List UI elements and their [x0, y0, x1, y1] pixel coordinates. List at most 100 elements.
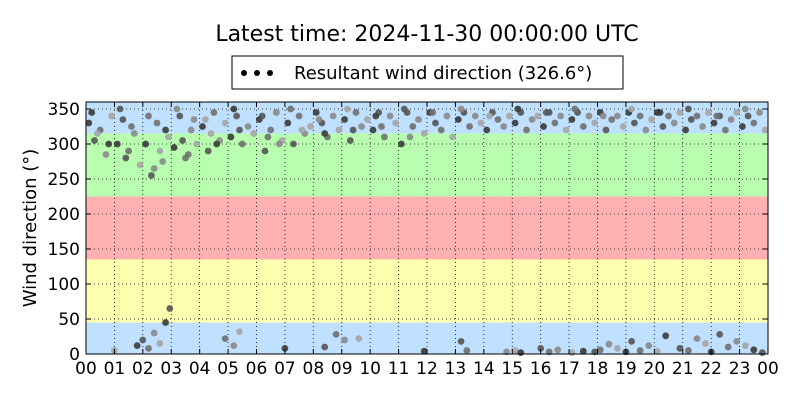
data-point: [579, 347, 587, 355]
data-point: [329, 112, 337, 120]
data-point: [170, 144, 178, 151]
data-point: [369, 126, 377, 134]
data-point: [298, 126, 306, 134]
data-point: [409, 123, 417, 130]
data-point: [486, 112, 493, 120]
data-point: [267, 126, 275, 134]
x-tick-label: 12: [416, 359, 438, 379]
data-point: [341, 116, 348, 123]
y-tick-label: 150: [48, 240, 80, 260]
data-point: [693, 335, 701, 342]
data-point: [557, 112, 564, 120]
y-tick-label: 300: [48, 135, 80, 155]
data-point: [429, 109, 437, 116]
data-point: [227, 133, 235, 141]
data-point: [551, 119, 559, 127]
data-point: [332, 331, 340, 338]
data-point: [534, 112, 542, 120]
data-point: [648, 116, 655, 123]
data-point: [471, 112, 479, 120]
data-point: [750, 119, 758, 127]
data-point: [139, 336, 147, 344]
data-point: [702, 340, 709, 347]
data-point: [420, 130, 428, 137]
x-tick-label: 08: [303, 359, 325, 379]
data-point: [432, 119, 439, 127]
data-point: [176, 112, 184, 120]
data-point: [88, 109, 96, 116]
data-point: [614, 345, 621, 352]
data-point: [233, 112, 241, 120]
x-tick-label: 14: [473, 359, 495, 379]
data-point: [685, 347, 692, 354]
x-tick-label: 05: [217, 359, 239, 379]
data-point: [287, 105, 294, 113]
data-point: [591, 119, 599, 127]
y-tick-label: 0: [69, 345, 80, 365]
data-point: [145, 112, 152, 120]
data-point: [148, 172, 155, 179]
data-point: [727, 116, 735, 123]
data-point: [716, 331, 724, 338]
data-point: [599, 112, 607, 120]
data-point: [704, 109, 712, 116]
data-point: [94, 130, 101, 137]
data-point: [528, 116, 536, 123]
data-point: [710, 119, 718, 127]
data-point: [685, 105, 692, 113]
data-point: [392, 119, 400, 127]
data-point: [585, 112, 593, 120]
data-point: [381, 133, 388, 141]
data-point: [91, 137, 98, 144]
data-point: [542, 109, 550, 116]
data-point: [722, 126, 729, 134]
direction-bands: [86, 102, 768, 354]
data-point: [108, 112, 115, 120]
x-tick-label: 07: [274, 359, 296, 379]
data-point: [312, 109, 320, 116]
data-points: [85, 105, 769, 356]
data-point: [687, 116, 695, 123]
data-point: [733, 109, 741, 116]
data-point: [258, 112, 266, 120]
x-tick-label: 23: [729, 359, 751, 379]
data-point: [150, 329, 158, 337]
data-point: [102, 151, 110, 158]
data-point: [642, 126, 650, 134]
data-point: [210, 109, 218, 116]
y-tick-label: 200: [48, 205, 80, 225]
data-point: [281, 345, 289, 352]
legend-label: Resultant wind direction (326.6°): [294, 63, 592, 84]
data-point: [378, 123, 385, 130]
data-point: [579, 123, 587, 130]
data-point: [645, 342, 653, 349]
y-axis-label: Wind direction (°): [20, 149, 41, 308]
y-tick-label: 100: [48, 275, 80, 295]
grid-lines: [86, 102, 768, 354]
data-point: [506, 112, 513, 120]
data-point: [540, 123, 547, 130]
data-point: [398, 140, 405, 148]
data-point: [344, 105, 351, 113]
x-tick-label: 22: [700, 359, 722, 379]
data-point: [562, 126, 570, 134]
x-tick-label: 21: [672, 359, 694, 379]
data-point: [457, 105, 465, 113]
data-point: [659, 123, 667, 130]
data-point: [636, 347, 644, 354]
data-point: [85, 119, 93, 127]
data-point: [483, 126, 491, 134]
data-point: [150, 165, 158, 172]
legend-marker: [267, 70, 273, 76]
data-point: [628, 105, 635, 113]
data-point: [238, 140, 246, 148]
data-point: [406, 133, 414, 141]
x-tick-label: 00: [75, 359, 97, 379]
x-tick-label: 11: [388, 359, 410, 379]
data-point: [193, 140, 201, 148]
data-point: [605, 340, 613, 348]
data-point: [693, 112, 701, 120]
data-point: [153, 119, 161, 127]
data-point: [321, 130, 329, 137]
data-point: [761, 126, 769, 134]
